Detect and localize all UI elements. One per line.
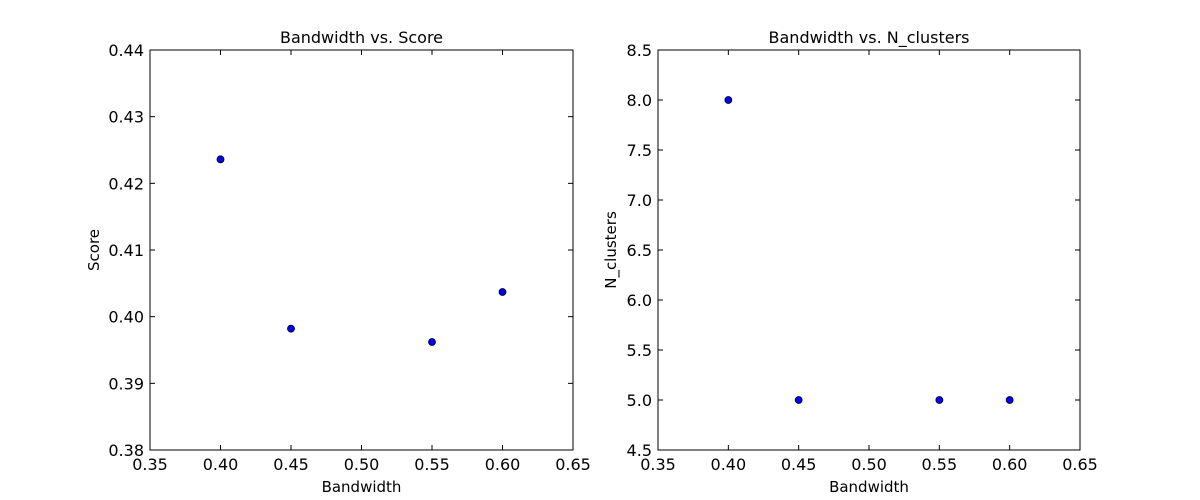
- chart-title: Bandwidth vs. Score: [280, 28, 443, 47]
- y-tick-label: 0.38: [108, 441, 144, 460]
- data-points: [216, 155, 507, 346]
- data-points: [724, 96, 1014, 404]
- data-point: [428, 338, 436, 346]
- x-tick-label: 0.65: [1062, 455, 1098, 474]
- data-point: [287, 324, 295, 333]
- data-point: [935, 396, 944, 404]
- y-tick-label: 6.5: [627, 241, 652, 260]
- x-ticks: 0.35 0.40 0.45 0.50 0.55 0.60 0.65: [640, 50, 1098, 474]
- y-tick-label: 0.41: [108, 241, 144, 260]
- data-point: [498, 288, 507, 296]
- y-axis-label: Score: [85, 229, 103, 271]
- y-tick-label: 0.39: [108, 374, 144, 393]
- x-tick-label: 0.35: [640, 455, 676, 474]
- chart-score: Bandwidth vs. Score 0.35 0.40 0.45 0.50 0.55…: [85, 28, 591, 496]
- x-tick-label: 0.60: [485, 455, 521, 474]
- x-axis-label: Bandwidth: [829, 478, 909, 496]
- y-tick-label: 0.43: [108, 108, 144, 127]
- chart-title: Bandwidth vs. N_clusters: [769, 28, 970, 48]
- y-tick-label: 0.44: [108, 41, 144, 60]
- y-tick-label: 0.40: [108, 308, 144, 327]
- y-axis-label: N_clusters: [602, 211, 621, 289]
- x-tick-label: 0.35: [132, 455, 168, 474]
- x-tick-label: 0.55: [414, 455, 450, 474]
- y-tick-label: 4.5: [627, 441, 652, 460]
- y-tick-label: 8.0: [627, 91, 652, 110]
- y-ticks: 4.5 5.0 5.5 6.0 6.5 7.0 7.5 8.0 8.5: [627, 41, 1080, 460]
- y-tick-label: 0.42: [108, 174, 144, 193]
- x-tick-label: 0.55: [922, 455, 958, 474]
- x-tick-label: 0.50: [851, 455, 887, 474]
- x-ticks: 0.35 0.40 0.45 0.50 0.55 0.60 0.65: [132, 50, 591, 474]
- x-tick-label: 0.50: [344, 455, 380, 474]
- x-tick-label: 0.40: [203, 455, 239, 474]
- y-tick-label: 5.0: [627, 391, 652, 410]
- data-point: [1005, 396, 1014, 404]
- y-tick-label: 7.5: [627, 141, 652, 160]
- x-tick-label: 0.45: [781, 455, 817, 474]
- data-point: [724, 96, 733, 104]
- data-point: [794, 396, 803, 404]
- x-tick-label: 0.40: [711, 455, 747, 474]
- x-tick-label: 0.45: [273, 455, 309, 474]
- y-tick-label: 6.0: [627, 291, 652, 310]
- x-tick-label: 0.65: [555, 455, 591, 474]
- plot-frame: [657, 49, 1081, 451]
- x-tick-label: 0.60: [992, 455, 1028, 474]
- chart-n-clusters: Bandwidth vs. N_clusters 0.35 0.40 0.45 0.5…: [602, 28, 1098, 496]
- x-axis-label: Bandwidth: [322, 478, 402, 496]
- y-ticks: 0.38 0.39 0.40 0.41 0.42 0.43 0.44: [108, 41, 573, 460]
- plot-frame: [149, 49, 574, 451]
- y-tick-label: 7.0: [627, 191, 652, 210]
- y-tick-label: 8.5: [627, 41, 652, 60]
- data-point: [216, 155, 225, 164]
- y-tick-label: 5.5: [627, 341, 652, 360]
